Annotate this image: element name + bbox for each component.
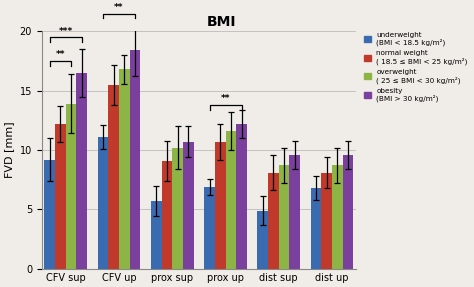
Text: **: ** (221, 94, 230, 103)
Bar (76, 73, 87, 269)
Bar (343, 155, 353, 269)
Text: ***: *** (59, 27, 73, 36)
Bar (119, 69, 130, 269)
Bar (268, 172, 279, 269)
Bar (45, 160, 55, 269)
Bar (55, 124, 66, 269)
Bar (162, 161, 172, 269)
Bar (311, 188, 321, 269)
Bar (66, 104, 76, 269)
Bar (109, 85, 119, 269)
Legend: underweight
(BMI < 18.5 kg/m²), normal weight
( 18.5 ≤ BMI < 25 kg/m²), overweig: underweight (BMI < 18.5 kg/m²), normal w… (363, 30, 469, 104)
Bar (204, 187, 215, 269)
Bar (215, 142, 226, 269)
Text: BMI: BMI (207, 15, 237, 29)
Bar (257, 211, 268, 269)
Bar (172, 148, 183, 269)
Text: **: ** (114, 3, 124, 12)
Bar (236, 124, 247, 269)
Y-axis label: FVD [mm]: FVD [mm] (4, 122, 14, 178)
Bar (98, 137, 109, 269)
Bar (130, 51, 140, 269)
Bar (321, 172, 332, 269)
Bar (226, 131, 236, 269)
Bar (332, 165, 343, 269)
Text: **: ** (56, 50, 65, 59)
Bar (183, 142, 193, 269)
Bar (290, 155, 300, 269)
Bar (151, 201, 162, 269)
Bar (279, 165, 290, 269)
